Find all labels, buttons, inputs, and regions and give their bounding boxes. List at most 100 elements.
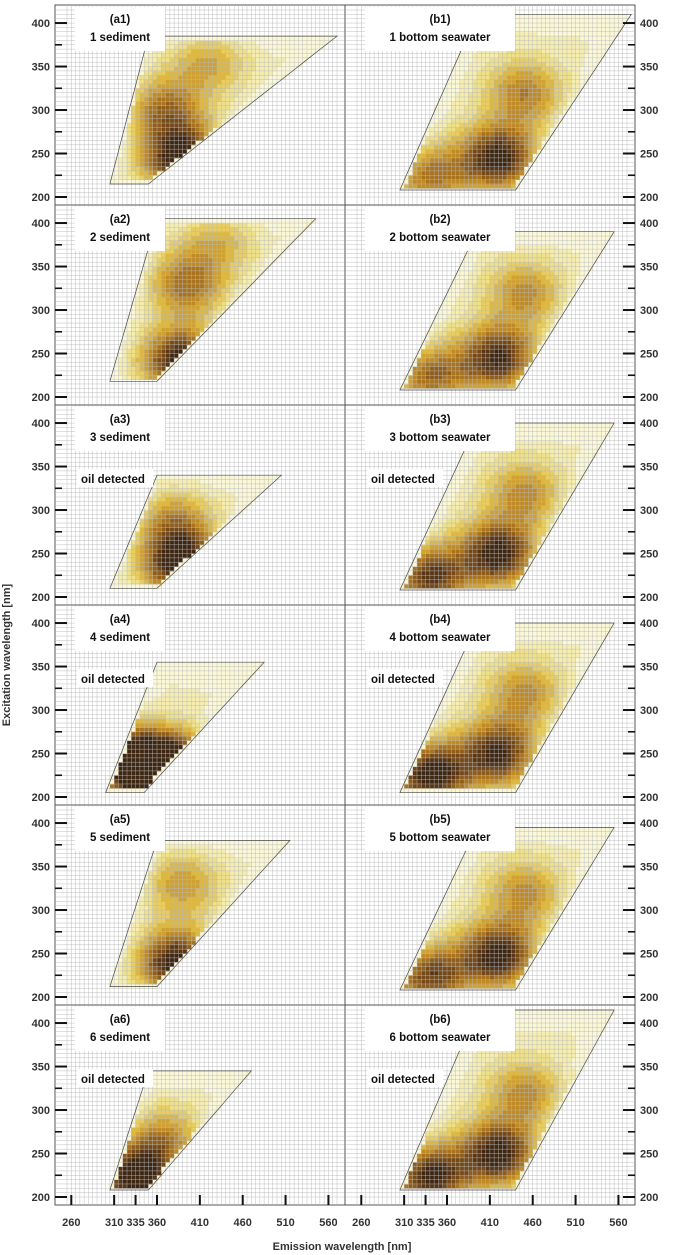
y-axis-label: Excitation wavelength [nm] [1,583,13,726]
y-tick-label: 400 [32,1018,50,1030]
oil-detected-note: oil detected [371,1074,435,1086]
panel-id: (a2) [110,214,131,226]
y-ticks: 200 250 300 350 400 [623,418,658,604]
x-tick-label: 360 [148,1217,166,1229]
y-tick-label: 300 [640,105,658,117]
sample-name: 6 sediment [90,1032,150,1044]
y-tick-label: 400 [640,1018,658,1030]
y-tick-label: 250 [640,1149,658,1161]
eem-field [109,36,334,185]
panel-label: (a6) 6 sediment oil detected [75,1007,165,1087]
y-tick-label: 400 [32,818,50,830]
panel-id: (a6) [110,1014,131,1026]
y-tick-label: 350 [32,462,50,474]
y-tick-label: 400 [640,218,658,230]
y-tick-label: 250 [32,749,50,761]
sample-name: 6 bottom seawater [390,1032,491,1044]
y-ticks: 200 250 300 350 400 [32,1018,67,1204]
panel-label: (a4) 4 sediment oil detected [75,607,165,687]
panel-id: (a3) [110,414,131,426]
y-ticks: 200 250 300 350 400 [32,218,67,404]
y-tick-label: 200 [32,992,50,1004]
x-tick-label: 510 [276,1217,294,1229]
y-tick-label: 350 [640,1062,658,1074]
y-ticks: 200 250 300 350 400 [623,1018,658,1204]
sample-name: 2 bottom seawater [390,232,491,244]
sample-name: 5 bottom seawater [390,832,491,844]
y-tick-label: 250 [32,349,50,361]
eem-field [105,662,265,794]
y-tick-label: 300 [32,1105,50,1117]
x-axis-label: Emission wavelength [nm] [273,1241,412,1253]
x-tick-label: 460 [524,1217,542,1229]
eem-field [109,1070,252,1189]
y-tick-label: 250 [640,349,658,361]
y-tick-label: 250 [32,549,50,561]
x-tick-label: 335 [416,1217,434,1229]
sample-name: 2 sediment [90,232,150,244]
y-tick-label: 200 [640,192,658,204]
x-tick-label: 260 [62,1217,80,1229]
panel-b6: 200 250 300 350 400 (b6) 6 bottom seawater oil … [344,1004,658,1206]
y-tick-label: 350 [640,862,658,874]
y-tick-label: 200 [640,592,658,604]
y-tick-label: 400 [640,18,658,30]
y-tick-label: 400 [640,818,658,830]
y-tick-label: 350 [640,462,658,474]
y-tick-label: 300 [640,505,658,517]
panel-id: (b5) [429,814,450,826]
panel-id: (b4) [429,614,450,626]
eem-field [109,840,291,989]
panel-label: (b4) 4 bottom seawater oil detected [365,607,515,687]
y-tick-label: 300 [640,705,658,717]
y-tick-label: 300 [32,705,50,717]
y-tick-label: 400 [32,418,50,430]
oil-detected-note: oil detected [81,674,145,686]
y-tick-label: 200 [640,1192,658,1204]
outer-contour [109,474,283,589]
y-ticks: 200 250 300 350 400 [32,618,67,804]
y-tick-label: 300 [640,305,658,317]
eem-field [109,475,278,589]
x-tick-label: 460 [234,1217,252,1229]
y-tick-label: 350 [32,662,50,674]
x-tick-label: 310 [395,1217,413,1229]
y-ticks: 200 250 300 350 400 [623,618,658,804]
x-tick-label: 560 [319,1217,337,1229]
panel-a6: 200 250 300 350 400 (a6) 6 sediment oil detecte… [32,1004,346,1206]
y-tick-label: 350 [640,662,658,674]
y-tick-label: 350 [32,862,50,874]
x-tick-label: 560 [609,1217,627,1229]
sample-name: 1 sediment [90,32,150,44]
x-tick-labels: 260 310 335 360 410 460 510 560 260 310 335 360 410 4… [62,1195,628,1229]
oil-detected-note: oil detected [81,1074,145,1086]
y-tick-label: 200 [32,392,50,404]
outer-contour [105,661,265,794]
y-tick-label: 200 [640,792,658,804]
panel-b1: 200 250 300 350 400 (b1) 1 bottom seawater [344,4,658,206]
y-tick-label: 400 [640,618,658,630]
x-tick-label: 335 [126,1217,144,1229]
panel-id: (b2) [429,214,450,226]
panel-a4: 200 250 300 350 400 (a4) 4 sediment oil detecte… [32,604,346,806]
y-tick-label: 300 [32,105,50,117]
grid [55,1005,345,1205]
panel-id: (b1) [429,14,450,26]
y-tick-label: 400 [32,218,50,230]
y-tick-label: 250 [640,749,658,761]
y-ticks: 200 250 300 350 400 [623,218,658,404]
y-tick-label: 350 [32,1062,50,1074]
eem-field [399,1010,615,1189]
x-tick-label: 260 [352,1217,370,1229]
y-tick-label: 250 [32,149,50,161]
panel-b3: 200 250 300 350 400 (b3) 3 bottom seawater oil … [344,404,658,606]
oil-detected-note: oil detected [371,474,435,486]
sample-name: 4 sediment [90,632,150,644]
panel-b5: 200 250 300 350 400 (b5) 5 bottom seawater [344,804,658,1006]
sample-name: 3 bottom seawater [390,432,491,444]
y-tick-label: 250 [32,949,50,961]
oil-detected-note: oil detected [371,674,435,686]
y-tick-label: 250 [640,549,658,561]
panel-a5: 200 250 300 350 400 (a5) 5 sediment [32,804,346,1006]
